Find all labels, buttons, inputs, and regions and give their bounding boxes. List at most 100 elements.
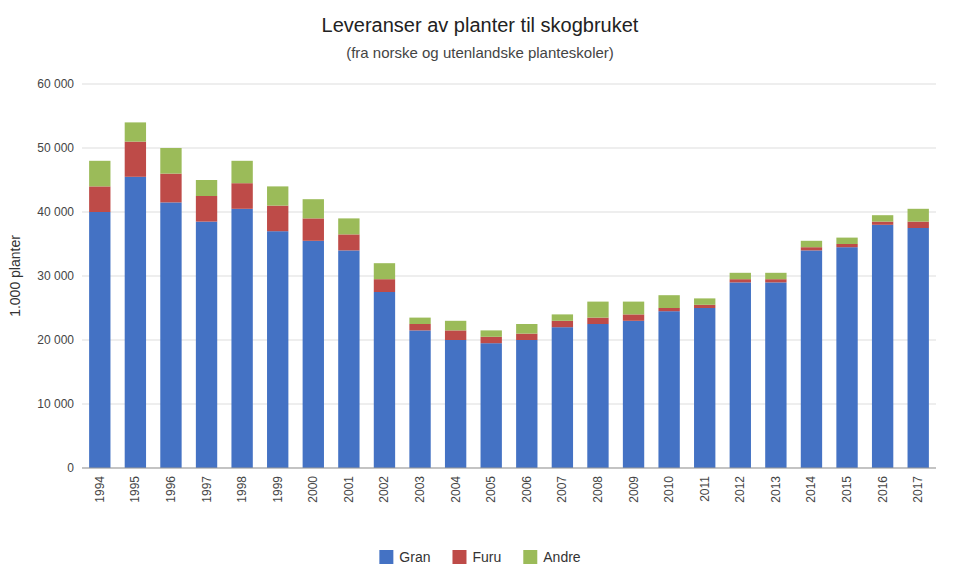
- bar: [338, 234, 359, 250]
- bar: [374, 263, 395, 279]
- bar: [409, 318, 430, 324]
- bar: [516, 324, 537, 334]
- bar: [303, 241, 324, 468]
- bar: [730, 282, 751, 468]
- x-tick-label: 1998: [235, 476, 249, 503]
- x-tick-label: 2015: [840, 476, 854, 503]
- bar: [694, 298, 715, 304]
- legend-label: Gran: [399, 549, 430, 565]
- x-tick-label: 2002: [377, 476, 391, 503]
- y-tick-label: 30 000: [37, 269, 74, 283]
- bar: [374, 279, 395, 292]
- bar: [836, 238, 857, 244]
- bar: [125, 122, 146, 141]
- x-tick-label: 2008: [591, 476, 605, 503]
- bar: [89, 212, 110, 468]
- y-tick-label: 50 000: [37, 141, 74, 155]
- x-tick-label: 2003: [413, 476, 427, 503]
- bar: [801, 241, 822, 247]
- bar: [160, 174, 181, 203]
- bar: [445, 330, 466, 340]
- bar: [587, 318, 608, 324]
- bar: [338, 250, 359, 468]
- x-tick-label: 2001: [342, 476, 356, 503]
- bar: [908, 228, 929, 468]
- bar: [801, 247, 822, 250]
- bar: [552, 327, 573, 468]
- bar: [552, 321, 573, 327]
- bar: [872, 215, 893, 221]
- bars: [89, 122, 929, 468]
- bar: [730, 273, 751, 279]
- bar: [267, 186, 288, 205]
- bar: [481, 343, 502, 468]
- bar: [872, 225, 893, 468]
- x-tick-label: 2013: [769, 476, 783, 503]
- legend-swatch: [452, 550, 466, 564]
- subtitle: (fra norske og utenlandske planteskoler): [346, 44, 614, 61]
- bar: [587, 302, 608, 318]
- bar: [658, 311, 679, 468]
- bar: [303, 199, 324, 218]
- bar: [694, 308, 715, 468]
- bar: [765, 273, 786, 279]
- bar: [196, 196, 217, 222]
- bar: [267, 231, 288, 468]
- grid-line: [82, 468, 936, 469]
- bar: [231, 183, 252, 209]
- bar: [836, 244, 857, 247]
- x-tick-label: 2007: [555, 476, 569, 503]
- x-tick-label: 1996: [164, 476, 178, 503]
- x-axis-line: [82, 468, 936, 469]
- bar: [872, 222, 893, 225]
- y-axis-label: 1.000 planter: [7, 235, 23, 317]
- bar: [801, 250, 822, 468]
- bar: [303, 218, 324, 240]
- bar: [89, 186, 110, 212]
- title: Leveranser av planter til skogbruket: [322, 14, 639, 36]
- chart: Leveranser av planter til skogbruket (fra…: [0, 0, 960, 580]
- bar: [267, 206, 288, 232]
- bar: [765, 282, 786, 468]
- x-tick-label: 2005: [484, 476, 498, 503]
- bar: [231, 209, 252, 468]
- legend-label: Furu: [472, 549, 501, 565]
- grid-line: [82, 84, 936, 85]
- x-tick-label: 2006: [520, 476, 534, 503]
- bar: [409, 324, 430, 330]
- bar: [765, 279, 786, 282]
- bar: [196, 222, 217, 468]
- grid: [82, 84, 936, 468]
- x-tick-label: 1999: [271, 476, 285, 503]
- x-tick-label: 2004: [449, 476, 463, 503]
- legend-item: Furu: [452, 549, 501, 565]
- legend-swatch: [523, 550, 537, 564]
- bar: [516, 334, 537, 340]
- bar: [516, 340, 537, 468]
- bar: [658, 295, 679, 308]
- bar: [552, 314, 573, 320]
- legend: Gran Furu Andre: [379, 549, 580, 565]
- bar: [445, 340, 466, 468]
- bar: [623, 321, 644, 468]
- bar: [374, 292, 395, 468]
- bar: [125, 142, 146, 177]
- legend-item: Andre: [523, 549, 581, 565]
- y-tick-label: 60 000: [37, 77, 74, 91]
- x-tick-label: 2000: [306, 476, 320, 503]
- bar: [160, 202, 181, 468]
- bar: [481, 330, 502, 336]
- x-tick-label: 2009: [627, 476, 641, 503]
- x-tick-label: 2010: [662, 476, 676, 503]
- x-tick-label: 2017: [911, 476, 925, 503]
- bar: [231, 161, 252, 183]
- y-tick-label: 0: [67, 461, 74, 475]
- bar: [694, 305, 715, 308]
- x-tick-label: 1995: [128, 476, 142, 503]
- x-tick-label: 2012: [733, 476, 747, 503]
- y-tick-label: 20 000: [37, 333, 74, 347]
- bar: [836, 247, 857, 468]
- bar: [908, 209, 929, 222]
- y-tick-label: 40 000: [37, 205, 74, 219]
- x-tick-label: 1997: [200, 476, 214, 503]
